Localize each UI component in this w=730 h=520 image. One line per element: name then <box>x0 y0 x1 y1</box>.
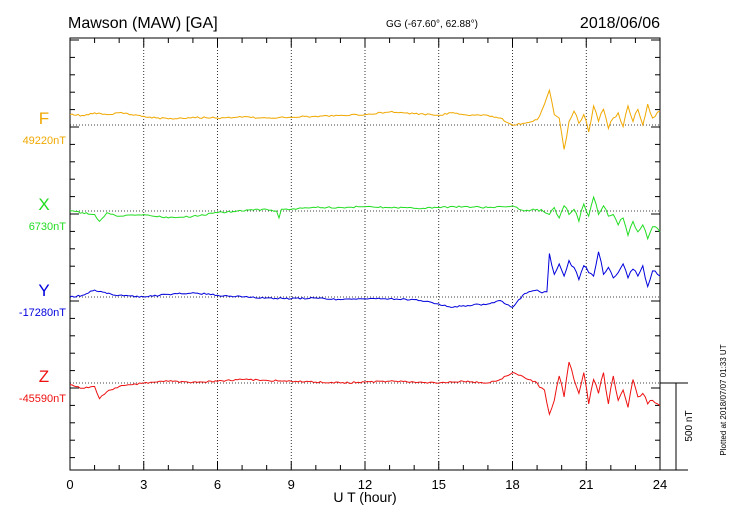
channel-label-Y: Y <box>38 281 49 300</box>
baseline-value-X: 6730nT <box>29 221 67 233</box>
x-tick-label: 9 <box>288 477 295 492</box>
date-label: 2018/06/06 <box>580 15 660 32</box>
scale-bar: 500 nT <box>660 382 695 471</box>
baseline-value-F: 49220nT <box>23 135 67 147</box>
x-tick-label: 0 <box>66 477 73 492</box>
series-line-X <box>69 195 661 241</box>
grid-lines <box>70 38 660 470</box>
scale-bar-label: 500 nT <box>684 410 695 441</box>
channel-label-F: F <box>39 109 49 128</box>
series-lines <box>69 88 661 417</box>
x-tick-label: 24 <box>653 477 667 492</box>
axis-ticks <box>69 38 661 470</box>
x-tick-label: 15 <box>432 477 446 492</box>
coordinates-label: GG (-67.60°, 62.88°) <box>386 19 478 30</box>
channel-labels: F 49220nT X 6730nT Y -17280nT Z -45590nT <box>19 109 66 405</box>
x-tick-label: 18 <box>505 477 519 492</box>
x-axis-label: U T (hour) <box>333 489 396 505</box>
x-tick-label: 12 <box>358 477 372 492</box>
baseline-value-Z: -45590nT <box>19 393 66 405</box>
plotted-timestamp: Plotted at 2018/07/07 01:33 UT <box>719 344 728 455</box>
x-tick-label: 3 <box>140 477 147 492</box>
baseline-value-Y: -17280nT <box>19 307 66 319</box>
series-line-Y <box>69 251 661 308</box>
channel-label-X: X <box>38 195 49 214</box>
x-tick-label: 6 <box>214 477 221 492</box>
station-title: Mawson (MAW) [GA] <box>68 15 218 32</box>
x-tick-labels: 0 3 6 9 12 15 18 21 24 <box>66 477 667 492</box>
series-line-Z <box>69 361 661 417</box>
channel-label-Z: Z <box>39 367 49 386</box>
x-tick-label: 21 <box>579 477 593 492</box>
series-line-F <box>69 88 661 150</box>
